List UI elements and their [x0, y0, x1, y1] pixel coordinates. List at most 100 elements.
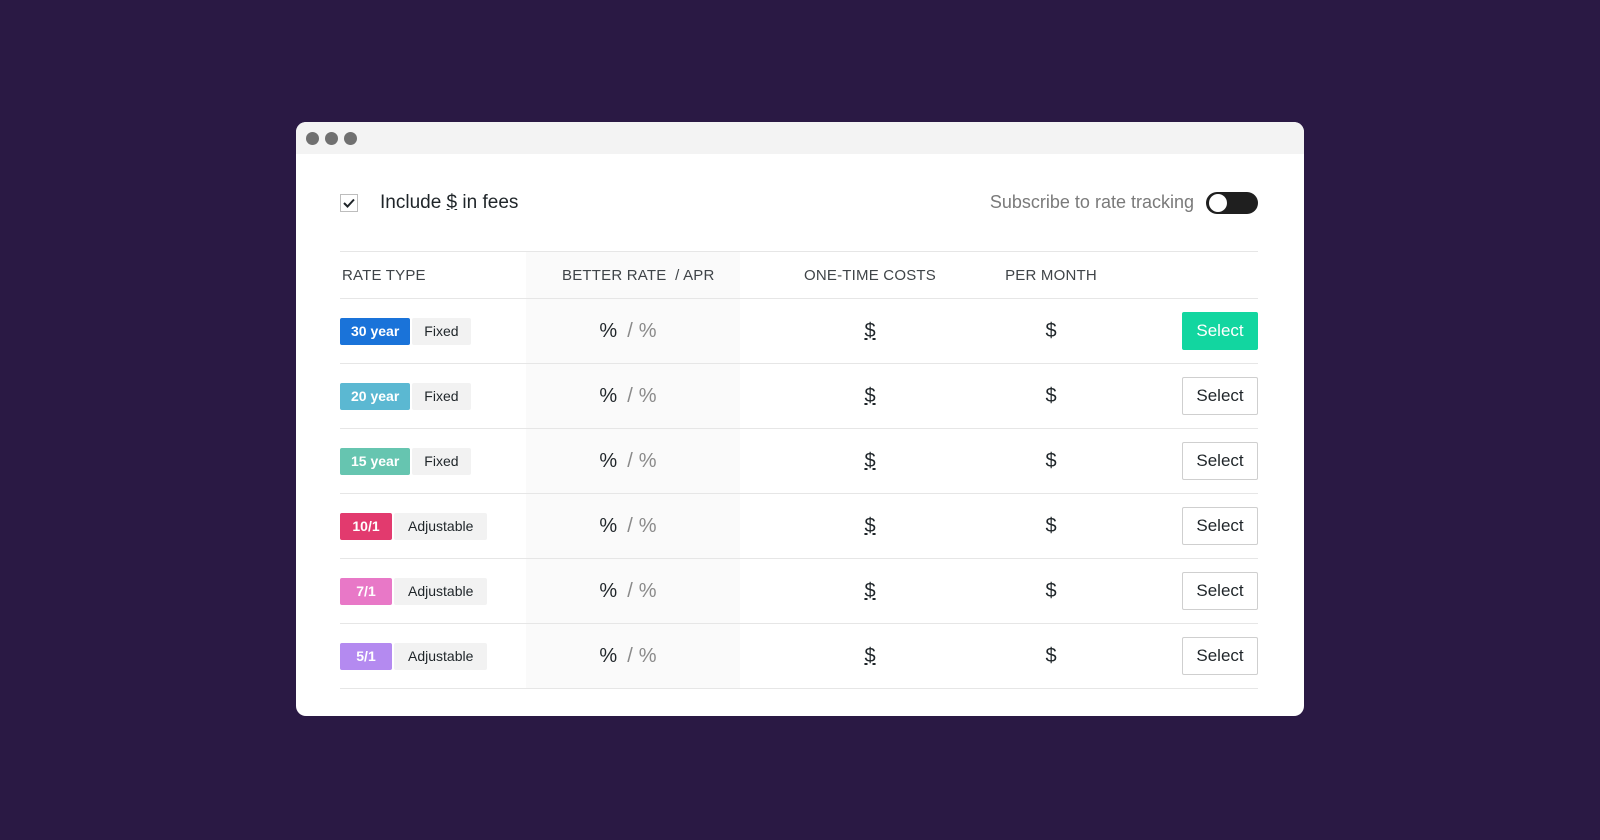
header-per-month: PER MONTH [1005, 266, 1097, 284]
apr-value: % [638, 514, 657, 537]
rate-value: % [599, 449, 618, 472]
window-close-dot[interactable] [306, 131, 319, 145]
term-badge: 30 year [340, 317, 411, 345]
rate-tracking-subscription: Subscribe to rate tracking [989, 191, 1258, 214]
one-time-costs-link[interactable]: $ [864, 579, 876, 602]
rate-separator: / [627, 384, 633, 407]
rate-value: % [599, 384, 618, 407]
include-fees-option[interactable]: Include $ in fees [340, 192, 518, 214]
checkmark-icon [343, 198, 355, 208]
term-badge: 15 year [340, 447, 411, 475]
select-button[interactable]: Select [1182, 572, 1258, 610]
header-rate-type: RATE TYPE [342, 266, 426, 284]
rate-value: % [599, 579, 618, 602]
rate-type-cell: 20 year Fixed [340, 364, 526, 428]
rate-kind-badge: Fixed [412, 382, 471, 410]
select-cell: Select [1142, 364, 1258, 428]
rate-type-cell: 15 year Fixed [340, 429, 526, 493]
rate-separator: / [627, 514, 633, 537]
better-rate-cell: % /% [526, 559, 740, 623]
better-rate-cell: % /% [526, 624, 740, 688]
window-minimize-dot[interactable] [325, 131, 338, 145]
one-time-costs-cell: $ [780, 559, 960, 623]
browser-window: Include $ in fees Subscribe to rate trac… [296, 122, 1304, 716]
header-one-time-costs: ONE-TIME COSTS [804, 266, 936, 284]
per-month-cell: $ [960, 494, 1142, 558]
rate-kind-badge: Adjustable [394, 642, 488, 670]
rate-separator: / [627, 579, 633, 602]
one-time-costs-cell: $ [780, 624, 960, 688]
rate-kind-badge: Fixed [412, 317, 471, 345]
apr-value: % [638, 384, 657, 407]
one-time-costs-cell: $ [780, 494, 960, 558]
include-fees-checkbox[interactable] [340, 193, 358, 212]
select-button[interactable]: Select [1182, 377, 1258, 415]
table-header-row: RATE TYPE BETTER RATE / APR ONE-TIME COS… [340, 252, 1258, 299]
per-month-value: $ [1045, 579, 1057, 602]
rate-separator: / [627, 319, 633, 342]
rate-table-panel: Include $ in fees Subscribe to rate trac… [340, 154, 1258, 689]
select-cell: Select [1142, 429, 1258, 493]
select-cell: Select [1142, 494, 1258, 558]
per-month-cell: $ [960, 364, 1142, 428]
select-button[interactable]: Select [1182, 507, 1258, 545]
one-time-costs-link[interactable]: $ [864, 449, 876, 472]
table-toolbar: Include $ in fees Subscribe to rate trac… [340, 154, 1258, 252]
table-row: 7/1 Adjustable % /% $ $ Select [340, 559, 1258, 624]
apr-value: % [638, 449, 657, 472]
rate-type-cell: 7/1 Adjustable [340, 559, 526, 623]
rate-tracking-toggle[interactable] [1206, 191, 1258, 214]
per-month-cell: $ [960, 299, 1142, 363]
better-rate-cell: % /% [526, 429, 740, 493]
toggle-knob [1209, 193, 1227, 212]
better-rate-cell: % /% [526, 364, 740, 428]
per-month-cell: $ [960, 429, 1142, 493]
table-row: 15 year Fixed % /% $ $ Select [340, 429, 1258, 494]
one-time-costs-cell: $ [780, 429, 960, 493]
rate-type-cell: 10/1 Adjustable [340, 494, 526, 558]
per-month-value: $ [1045, 514, 1057, 537]
rate-type-cell: 30 year Fixed [340, 299, 526, 363]
window-maximize-dot[interactable] [344, 131, 357, 145]
rate-separator: / [627, 644, 633, 667]
select-button[interactable]: Select [1182, 442, 1258, 480]
subscribe-label: Subscribe to rate tracking [989, 192, 1194, 212]
select-cell: Select [1142, 299, 1258, 363]
one-time-costs-link[interactable]: $ [864, 514, 876, 537]
term-badge: 7/1 [340, 577, 392, 605]
term-badge: 5/1 [340, 642, 392, 670]
per-month-cell: $ [960, 559, 1142, 623]
rate-type-cell: 5/1 Adjustable [340, 624, 526, 688]
rate-separator: / [627, 449, 633, 472]
per-month-value: $ [1045, 644, 1057, 667]
per-month-value: $ [1045, 449, 1057, 472]
table-row: 5/1 Adjustable % /% $ $ Select [340, 624, 1258, 689]
select-cell: Select [1142, 624, 1258, 688]
table-row: 10/1 Adjustable % /% $ $ Select [340, 494, 1258, 559]
one-time-costs-link[interactable]: $ [864, 319, 876, 342]
one-time-costs-link[interactable]: $ [864, 384, 876, 407]
rate-value: % [599, 319, 618, 342]
table-row: 30 year Fixed % /% $ $ Select [340, 299, 1258, 364]
term-badge: 10/1 [340, 512, 392, 540]
better-rate-cell: % /% [526, 494, 740, 558]
one-time-costs-cell: $ [780, 299, 960, 363]
rate-kind-badge: Adjustable [394, 512, 488, 540]
rate-kind-badge: Fixed [412, 447, 471, 475]
better-rate-cell: % /% [526, 299, 740, 363]
rate-rows: 30 year Fixed % /% $ $ Select 20 year Fix… [340, 299, 1258, 689]
select-button[interactable]: Select [1182, 312, 1258, 350]
rate-value: % [599, 644, 618, 667]
per-month-value: $ [1045, 319, 1057, 342]
term-badge: 20 year [340, 382, 411, 410]
rate-value: % [599, 514, 618, 537]
header-better-rate-apr: BETTER RATE / APR [562, 266, 715, 284]
one-time-costs-link[interactable]: $ [864, 644, 876, 667]
select-cell: Select [1142, 559, 1258, 623]
apr-value: % [638, 319, 657, 342]
per-month-cell: $ [960, 624, 1142, 688]
apr-value: % [638, 644, 657, 667]
rate-kind-badge: Adjustable [394, 577, 488, 605]
apr-value: % [638, 579, 657, 602]
select-button[interactable]: Select [1182, 637, 1258, 675]
